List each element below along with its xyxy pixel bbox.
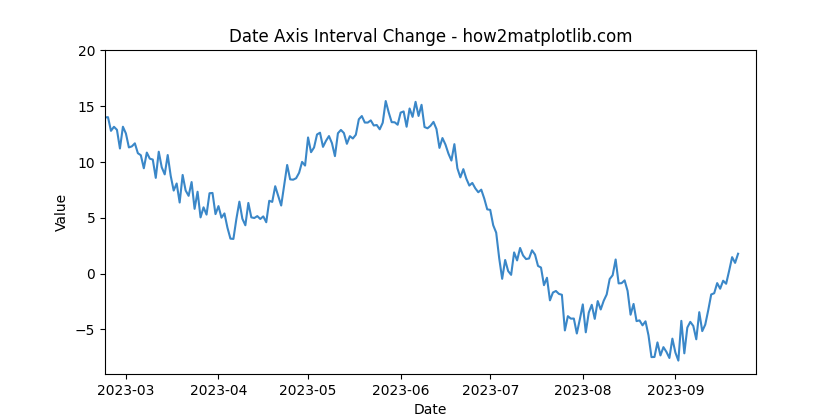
Title: Date Axis Interval Change - how2matplotlib.com: Date Axis Interval Change - how2matplotl… (228, 28, 633, 46)
Y-axis label: Value: Value (55, 193, 70, 231)
X-axis label: Date: Date (414, 403, 447, 417)
